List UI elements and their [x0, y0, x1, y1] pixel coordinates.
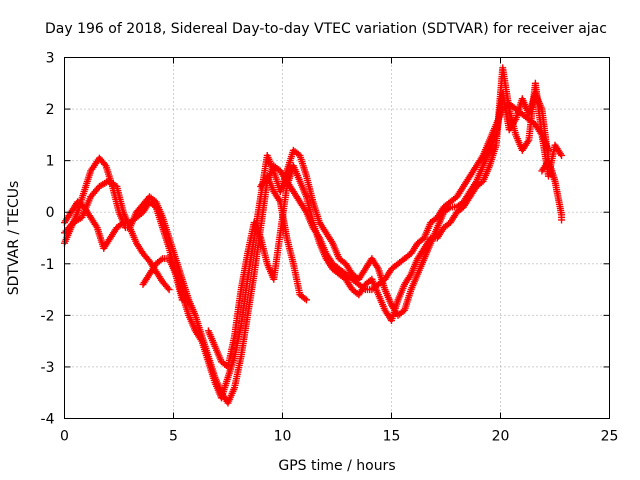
y-tick-label: -3	[41, 360, 55, 376]
x-tick-label: 20	[492, 429, 510, 445]
y-tick-label: 1	[46, 154, 55, 170]
y-tick-label: -4	[41, 412, 55, 428]
data-point	[302, 296, 310, 304]
data-point	[101, 160, 109, 168]
chart-title: Day 196 of 2018, Sidereal Day-to-day VTE…	[45, 21, 607, 37]
data-points	[61, 64, 566, 407]
y-tick-label: -2	[41, 308, 55, 324]
x-tick-label: 15	[383, 429, 401, 445]
y-axis-label: SDTVAR / TECUs	[6, 181, 22, 296]
x-tick-label: 0	[60, 429, 69, 445]
y-tick-label: -1	[41, 257, 55, 273]
x-tick-label: 5	[169, 429, 178, 445]
x-tick-label: 25	[601, 429, 619, 445]
axis-layer: 0 5 10 15 20 25 -4 -3 -2 -1 0 1 2 3	[41, 51, 619, 445]
x-axis-label: GPS time / hours	[278, 458, 395, 474]
data-point	[164, 284, 172, 292]
plot-frame	[64, 57, 610, 419]
x-tick-label: 10	[274, 429, 292, 445]
y-tick-label: 3	[46, 51, 55, 67]
data-point	[165, 286, 173, 294]
y-tick-label: 0	[46, 205, 55, 221]
y-tick-label: 2	[46, 102, 55, 118]
data-point	[558, 216, 566, 224]
data-point	[558, 151, 566, 159]
